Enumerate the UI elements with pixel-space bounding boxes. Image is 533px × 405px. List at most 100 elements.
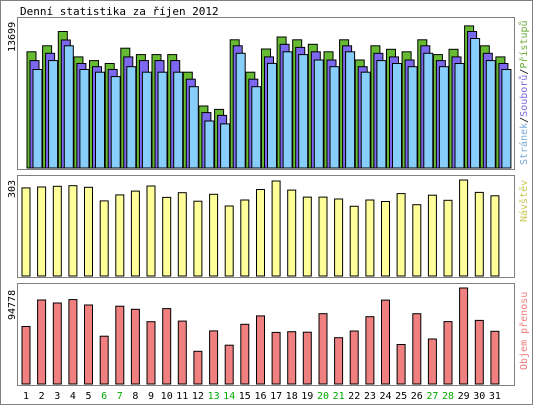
- volume-bars: [21, 287, 500, 385]
- pages-bar: [501, 69, 512, 169]
- x-tick-label: 9: [148, 391, 154, 402]
- x-tick-label: 8: [132, 391, 138, 402]
- volume-bar: [52, 302, 62, 385]
- pages-bar: [95, 71, 105, 169]
- pages-bar: [313, 59, 324, 169]
- volume-bar: [349, 330, 359, 385]
- visits-bar: [427, 194, 437, 277]
- volume-bar: [396, 344, 406, 385]
- x-tick-label: 23: [364, 391, 376, 402]
- volume-legend: Objem přenosu: [518, 292, 530, 370]
- pages-bar: [220, 123, 231, 169]
- legend-hits: Přístupů: [518, 20, 530, 68]
- volume-bar: [193, 350, 203, 385]
- visits-bar: [474, 191, 484, 277]
- x-tick-label: 30: [473, 391, 485, 402]
- visits-bar: [224, 205, 234, 277]
- volume-bar: [443, 321, 453, 385]
- x-tick-label: 24: [379, 391, 391, 402]
- volume-bar: [162, 308, 172, 385]
- legend-files: Souborů: [518, 75, 530, 117]
- visits-bar: [365, 199, 375, 277]
- x-tick-label: 15: [239, 391, 251, 402]
- volume-bar: [177, 320, 187, 385]
- x-tick-label: 13: [208, 391, 220, 402]
- volume-bar: [490, 330, 500, 385]
- volume-bar: [256, 315, 265, 385]
- pages-bar: [392, 63, 402, 169]
- volume-bar: [68, 299, 78, 385]
- hits-legend: Stránek/Souborů/Přístupů: [518, 20, 530, 165]
- pages-bar: [235, 52, 246, 169]
- volume-bar: [365, 316, 375, 385]
- volume-bar: [334, 337, 344, 385]
- x-tick-label: 7: [117, 391, 123, 402]
- visits-bar: [68, 185, 78, 277]
- volume-bar: [240, 323, 250, 385]
- volume-bar: [84, 304, 93, 385]
- visits-bar: [271, 180, 281, 277]
- visits-bar: [412, 204, 422, 277]
- pages-bar: [345, 51, 356, 169]
- x-axis-labels: 1 2 3 4 5 6 7 8 9 10 11 12 13 14 15 16 17 18 19 20 21 22 23 24 2…: [23, 391, 501, 402]
- visits-bar: [443, 199, 453, 277]
- visits-bar: [37, 186, 47, 277]
- visits-bar: [115, 194, 125, 277]
- volume-max-label: 94778: [7, 290, 18, 320]
- visits-bar: [240, 199, 250, 277]
- volume-bar: [287, 331, 297, 385]
- visits-bar: [381, 201, 390, 277]
- visits-bar: [99, 200, 109, 277]
- x-tick-label: 6: [101, 391, 107, 402]
- visits-bar: [146, 185, 156, 277]
- x-tick-label: 19: [301, 391, 313, 402]
- visits-bar: [193, 200, 203, 277]
- volume-bar: [146, 321, 156, 385]
- volume-bar: [130, 308, 140, 385]
- visits-bar: [209, 193, 219, 277]
- pages-bar: [407, 66, 418, 169]
- pages-bar: [204, 120, 215, 169]
- pages-bar: [79, 69, 90, 169]
- visits-bars: [21, 179, 500, 277]
- pages-bar: [298, 54, 309, 169]
- chart-title: Denní statistika za říjen 2012: [20, 5, 219, 18]
- panel-frame-volume: [17, 283, 515, 386]
- visits-legend: Návštěv: [518, 180, 530, 222]
- volume-bar: [115, 305, 125, 385]
- volume-bar: [318, 313, 328, 385]
- panel-frame-hits: [17, 17, 515, 170]
- visits-bar: [256, 189, 265, 277]
- pages-bar: [282, 51, 293, 169]
- hits-bars: [26, 25, 512, 169]
- pages-bar: [329, 66, 340, 169]
- x-tick-label: 29: [458, 391, 470, 402]
- pages-bar: [141, 71, 152, 169]
- pages-bar: [267, 62, 277, 169]
- pages-bar: [63, 45, 74, 169]
- x-tick-label: 1: [23, 391, 29, 402]
- hits-max-label: 13699: [7, 22, 18, 52]
- pages-bar: [423, 52, 434, 169]
- x-tick-label: 11: [176, 391, 188, 402]
- volume-bar: [381, 299, 390, 385]
- visits-bar: [396, 193, 406, 277]
- visits-bar: [130, 190, 140, 277]
- x-tick-label: 26: [411, 391, 423, 402]
- volume-bar: [271, 331, 281, 385]
- visits-bar: [287, 189, 297, 277]
- visits-max-label: 303: [7, 180, 18, 198]
- pages-bar: [251, 86, 262, 169]
- x-tick-label: 28: [442, 391, 454, 402]
- x-tick-label: 5: [85, 391, 91, 402]
- pages-bar: [110, 76, 121, 169]
- x-tick-label: 27: [426, 391, 438, 402]
- x-tick-label: 22: [348, 391, 360, 402]
- volume-bar: [302, 331, 312, 385]
- legend-pages: Stránek: [518, 123, 530, 165]
- x-tick-label: 18: [286, 391, 298, 402]
- x-tick-label: 20: [317, 391, 329, 402]
- volume-bar: [99, 335, 109, 385]
